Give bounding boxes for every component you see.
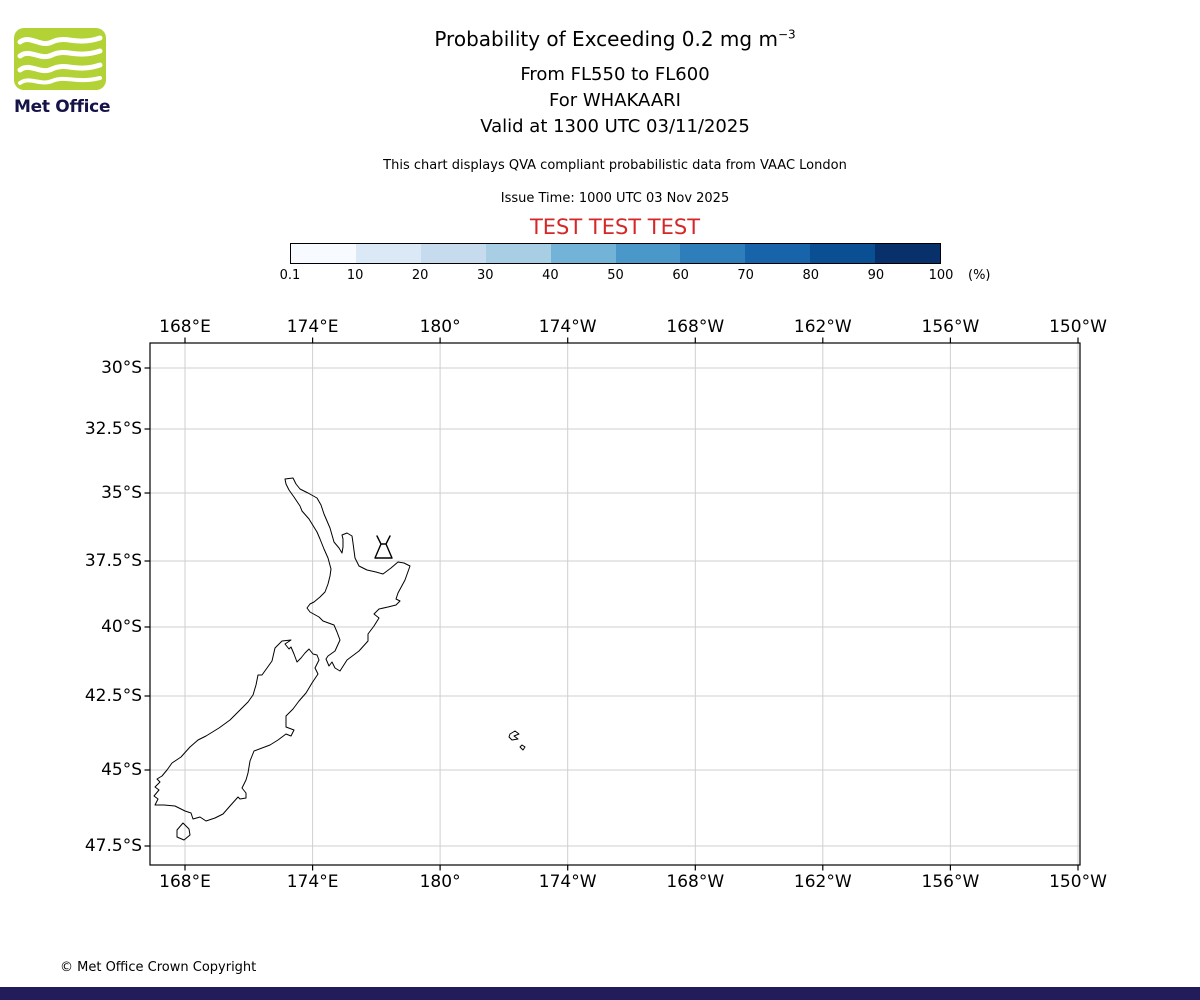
x-axis-label-bottom: 168°E [159,872,211,892]
colorbar-segment [745,244,811,263]
x-axis-label-top: 168°E [159,317,211,337]
colorbar-segment [875,244,941,263]
colorbar-segment [680,244,746,263]
coastline-stewart-island [176,822,191,841]
volcano-marker [374,535,393,559]
x-axis-label-top: 156°W [921,317,980,337]
x-axis-label-bottom: 174°E [286,872,339,892]
x-axis-label-bottom: 174°W [538,872,597,892]
qva-compliance-note: This chart displays QVA compliant probab… [383,158,847,173]
colorbar-tick-label: 60 [672,268,689,283]
x-axis-label-top: 162°W [793,317,852,337]
issue-time: Issue Time: 1000 UTC 03 Nov 2025 [500,191,730,206]
y-axis-label: 45°S [101,760,142,780]
x-axis-label-bottom: 162°W [793,872,852,892]
probability-colorbar [290,243,941,264]
coastlines [153,477,526,841]
subtitle-flight-levels: From FL550 to FL600 [520,64,710,85]
y-axis-label: 37.5°S [84,551,142,571]
bottom-brand-bar [0,987,1200,1000]
colorbar-segment [810,244,876,263]
x-axis-label-top: 174°W [538,317,597,337]
x-axis-label-top: 180° [419,317,461,337]
x-axis-label-bottom: 150°W [1049,872,1107,892]
y-axis-label: 47.5°S [84,836,142,856]
met-office-logo-text: Met Office [14,97,111,117]
map-border [149,342,1081,866]
copyright-text: © Met Office Crown Copyright [60,960,257,975]
colorbar-segment [420,244,486,263]
colorbar-tick-label: 0.1 [279,268,301,283]
coastline-pitt-island [519,744,526,751]
colorbar-segment [485,244,551,263]
colorbar-segment [550,244,616,263]
logo-waves [17,35,103,85]
colorbar-tick-label: 30 [477,268,494,283]
map-gridlines [150,343,1080,865]
map [144,337,1081,871]
chart-title: Probability of Exceeding 0.2 mg m−3 [434,27,795,51]
x-axis-label-bottom: 156°W [921,872,980,892]
colorbar-tick-label: 100 [928,268,954,283]
coastline-chatham-islands [508,730,520,741]
y-axis-label: 42.5°S [84,686,142,706]
test-banner: TEST TEST TEST [529,215,701,239]
colorbar-tick-label: 70 [737,268,754,283]
colorbar-segment [615,244,681,263]
met-office-logo: Met Office [14,28,124,117]
map-ticks [144,337,1079,871]
y-axis-label: 30°S [101,358,142,378]
colorbar-tick-label: 10 [346,268,364,283]
x-axis-label-top: 174°E [286,317,339,337]
colorbar-segment [291,244,356,263]
coastline-north-island [284,477,411,672]
subtitle-volcano: For WHAKAARI [549,90,681,111]
colorbar-tick-label: 40 [542,268,559,283]
x-axis-label-bottom: 180° [419,872,461,892]
y-axis-label: 32.5°S [84,419,142,439]
coastline-south-island [153,639,320,822]
subtitle-valid-time: Valid at 1300 UTC 03/11/2025 [480,116,750,137]
colorbar-unit-label: (%) [968,268,991,283]
colorbar-tick-label: 80 [802,268,820,283]
colorbar-tick-label: 50 [607,268,624,283]
x-axis-label-top: 168°W [666,317,725,337]
x-axis-label-top: 150°W [1049,317,1107,337]
y-axis-label: 35°S [101,483,142,503]
title-superscript: −3 [777,27,796,42]
colorbar-tick-label: 90 [867,268,885,283]
chart-title-text: Probability of Exceeding 0.2 mg m [434,27,778,51]
colorbar-tick-label: 20 [411,268,429,283]
x-axis-label-bottom: 168°W [666,872,725,892]
colorbar-segment [355,244,421,263]
met-office-logo-mark [14,28,106,90]
y-axis-label: 40°S [101,617,142,637]
